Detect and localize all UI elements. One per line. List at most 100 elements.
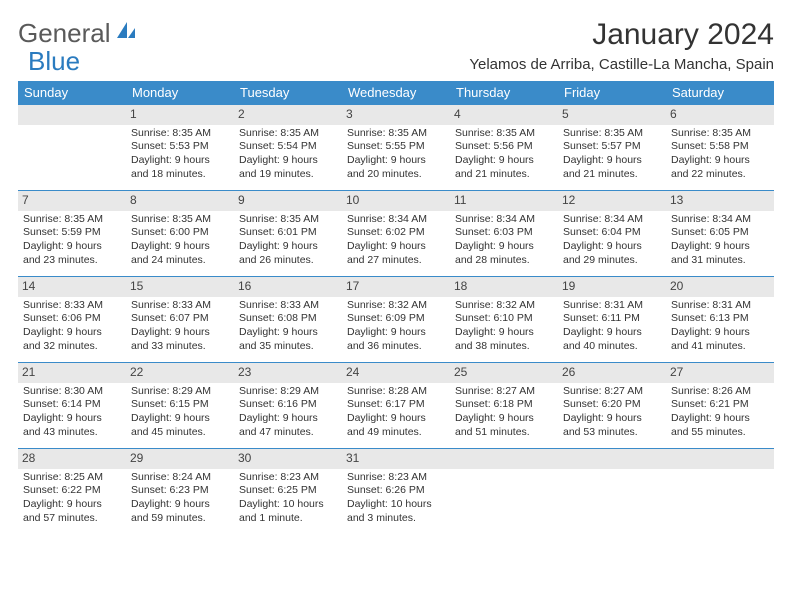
day-info: Sunrise: 8:26 AMSunset: 6:21 PMDaylight:…: [671, 385, 769, 440]
day-number: 1: [126, 105, 234, 125]
calendar-week-row: 21Sunrise: 8:30 AMSunset: 6:14 PMDayligh…: [18, 363, 774, 449]
month-title: January 2024: [469, 18, 774, 52]
day-info: Sunrise: 8:34 AMSunset: 6:03 PMDaylight:…: [455, 213, 553, 268]
day-number: 31: [342, 449, 450, 469]
day-info: Sunrise: 8:27 AMSunset: 6:20 PMDaylight:…: [563, 385, 661, 440]
calendar-day-cell: 19Sunrise: 8:31 AMSunset: 6:11 PMDayligh…: [558, 277, 666, 363]
sail-icon: [115, 20, 137, 47]
day-info: Sunrise: 8:33 AMSunset: 6:06 PMDaylight:…: [23, 299, 121, 354]
calendar-day-cell: 8Sunrise: 8:35 AMSunset: 6:00 PMDaylight…: [126, 191, 234, 277]
calendar-day-cell: 23Sunrise: 8:29 AMSunset: 6:16 PMDayligh…: [234, 363, 342, 449]
day-info: Sunrise: 8:29 AMSunset: 6:16 PMDaylight:…: [239, 385, 337, 440]
day-number: 5: [558, 105, 666, 125]
logo-text-blue: Blue: [28, 46, 80, 76]
day-number: 2: [234, 105, 342, 125]
calendar-day-cell: 25Sunrise: 8:27 AMSunset: 6:18 PMDayligh…: [450, 363, 558, 449]
day-number: 28: [18, 449, 126, 469]
calendar-week-row: 28Sunrise: 8:25 AMSunset: 6:22 PMDayligh…: [18, 449, 774, 535]
day-number: 25: [450, 363, 558, 383]
day-number: 27: [666, 363, 774, 383]
day-number: 15: [126, 277, 234, 297]
day-info: Sunrise: 8:34 AMSunset: 6:02 PMDaylight:…: [347, 213, 445, 268]
day-number: 13: [666, 191, 774, 211]
day-info: Sunrise: 8:27 AMSunset: 6:18 PMDaylight:…: [455, 385, 553, 440]
calendar-day-cell: [450, 449, 558, 535]
weekday-header: Thursday: [450, 81, 558, 105]
calendar-day-cell: 28Sunrise: 8:25 AMSunset: 6:22 PMDayligh…: [18, 449, 126, 535]
day-info: Sunrise: 8:35 AMSunset: 6:00 PMDaylight:…: [131, 213, 229, 268]
weekday-header: Friday: [558, 81, 666, 105]
day-info: Sunrise: 8:31 AMSunset: 6:11 PMDaylight:…: [563, 299, 661, 354]
calendar-day-cell: 22Sunrise: 8:29 AMSunset: 6:15 PMDayligh…: [126, 363, 234, 449]
calendar-day-cell: 2Sunrise: 8:35 AMSunset: 5:54 PMDaylight…: [234, 105, 342, 191]
weekday-header-row: SundayMondayTuesdayWednesdayThursdayFrid…: [18, 81, 774, 105]
calendar-week-row: 7Sunrise: 8:35 AMSunset: 5:59 PMDaylight…: [18, 191, 774, 277]
weekday-header: Monday: [126, 81, 234, 105]
day-info: Sunrise: 8:30 AMSunset: 6:14 PMDaylight:…: [23, 385, 121, 440]
calendar-day-cell: 30Sunrise: 8:23 AMSunset: 6:25 PMDayligh…: [234, 449, 342, 535]
day-info: Sunrise: 8:35 AMSunset: 5:57 PMDaylight:…: [563, 127, 661, 182]
calendar-day-cell: 16Sunrise: 8:33 AMSunset: 6:08 PMDayligh…: [234, 277, 342, 363]
calendar-body: 1Sunrise: 8:35 AMSunset: 5:53 PMDaylight…: [18, 105, 774, 535]
calendar-day-cell: 6Sunrise: 8:35 AMSunset: 5:58 PMDaylight…: [666, 105, 774, 191]
day-info: Sunrise: 8:35 AMSunset: 5:54 PMDaylight:…: [239, 127, 337, 182]
day-info: Sunrise: 8:28 AMSunset: 6:17 PMDaylight:…: [347, 385, 445, 440]
day-info: Sunrise: 8:35 AMSunset: 5:53 PMDaylight:…: [131, 127, 229, 182]
day-info: Sunrise: 8:35 AMSunset: 6:01 PMDaylight:…: [239, 213, 337, 268]
calendar-day-cell: [18, 105, 126, 191]
day-info: Sunrise: 8:32 AMSunset: 6:09 PMDaylight:…: [347, 299, 445, 354]
weekday-header: Saturday: [666, 81, 774, 105]
day-number: 3: [342, 105, 450, 125]
calendar-day-cell: 31Sunrise: 8:23 AMSunset: 6:26 PMDayligh…: [342, 449, 450, 535]
calendar-day-cell: 10Sunrise: 8:34 AMSunset: 6:02 PMDayligh…: [342, 191, 450, 277]
day-info: Sunrise: 8:35 AMSunset: 5:58 PMDaylight:…: [671, 127, 769, 182]
calendar-week-row: 14Sunrise: 8:33 AMSunset: 6:06 PMDayligh…: [18, 277, 774, 363]
calendar-day-cell: 27Sunrise: 8:26 AMSunset: 6:21 PMDayligh…: [666, 363, 774, 449]
header: General January 2024 Yelamos de Arriba, …: [18, 18, 774, 73]
calendar-week-row: 1Sunrise: 8:35 AMSunset: 5:53 PMDaylight…: [18, 105, 774, 191]
day-info: Sunrise: 8:29 AMSunset: 6:15 PMDaylight:…: [131, 385, 229, 440]
day-info: Sunrise: 8:23 AMSunset: 6:25 PMDaylight:…: [239, 471, 337, 526]
day-info: Sunrise: 8:34 AMSunset: 6:04 PMDaylight:…: [563, 213, 661, 268]
logo-text-general: General: [18, 18, 111, 49]
calendar-day-cell: 20Sunrise: 8:31 AMSunset: 6:13 PMDayligh…: [666, 277, 774, 363]
day-number: 7: [18, 191, 126, 211]
day-info: Sunrise: 8:25 AMSunset: 6:22 PMDaylight:…: [23, 471, 121, 526]
calendar-day-cell: 17Sunrise: 8:32 AMSunset: 6:09 PMDayligh…: [342, 277, 450, 363]
calendar-day-cell: 29Sunrise: 8:24 AMSunset: 6:23 PMDayligh…: [126, 449, 234, 535]
day-number: 11: [450, 191, 558, 211]
day-info: Sunrise: 8:24 AMSunset: 6:23 PMDaylight:…: [131, 471, 229, 526]
day-info: Sunrise: 8:31 AMSunset: 6:13 PMDaylight:…: [671, 299, 769, 354]
calendar-day-cell: 1Sunrise: 8:35 AMSunset: 5:53 PMDaylight…: [126, 105, 234, 191]
day-info: Sunrise: 8:33 AMSunset: 6:07 PMDaylight:…: [131, 299, 229, 354]
day-number: 19: [558, 277, 666, 297]
calendar-day-cell: 18Sunrise: 8:32 AMSunset: 6:10 PMDayligh…: [450, 277, 558, 363]
day-number-empty: [450, 449, 558, 469]
day-number-empty: [666, 449, 774, 469]
day-number: 10: [342, 191, 450, 211]
day-number: 30: [234, 449, 342, 469]
day-number: 17: [342, 277, 450, 297]
weekday-header: Tuesday: [234, 81, 342, 105]
location-text: Yelamos de Arriba, Castille-La Mancha, S…: [469, 56, 774, 73]
day-number-empty: [558, 449, 666, 469]
day-number: 9: [234, 191, 342, 211]
day-number: 29: [126, 449, 234, 469]
day-number: 8: [126, 191, 234, 211]
day-number: 24: [342, 363, 450, 383]
day-number: 12: [558, 191, 666, 211]
day-info: Sunrise: 8:33 AMSunset: 6:08 PMDaylight:…: [239, 299, 337, 354]
calendar-day-cell: 5Sunrise: 8:35 AMSunset: 5:57 PMDaylight…: [558, 105, 666, 191]
calendar-day-cell: 7Sunrise: 8:35 AMSunset: 5:59 PMDaylight…: [18, 191, 126, 277]
calendar-day-cell: 24Sunrise: 8:28 AMSunset: 6:17 PMDayligh…: [342, 363, 450, 449]
calendar-day-cell: 11Sunrise: 8:34 AMSunset: 6:03 PMDayligh…: [450, 191, 558, 277]
day-info: Sunrise: 8:32 AMSunset: 6:10 PMDaylight:…: [455, 299, 553, 354]
calendar-day-cell: 21Sunrise: 8:30 AMSunset: 6:14 PMDayligh…: [18, 363, 126, 449]
day-number: 6: [666, 105, 774, 125]
logo: General: [18, 18, 137, 49]
day-number: 14: [18, 277, 126, 297]
calendar-day-cell: 9Sunrise: 8:35 AMSunset: 6:01 PMDaylight…: [234, 191, 342, 277]
calendar-day-cell: 4Sunrise: 8:35 AMSunset: 5:56 PMDaylight…: [450, 105, 558, 191]
day-number: 18: [450, 277, 558, 297]
calendar-day-cell: 12Sunrise: 8:34 AMSunset: 6:04 PMDayligh…: [558, 191, 666, 277]
